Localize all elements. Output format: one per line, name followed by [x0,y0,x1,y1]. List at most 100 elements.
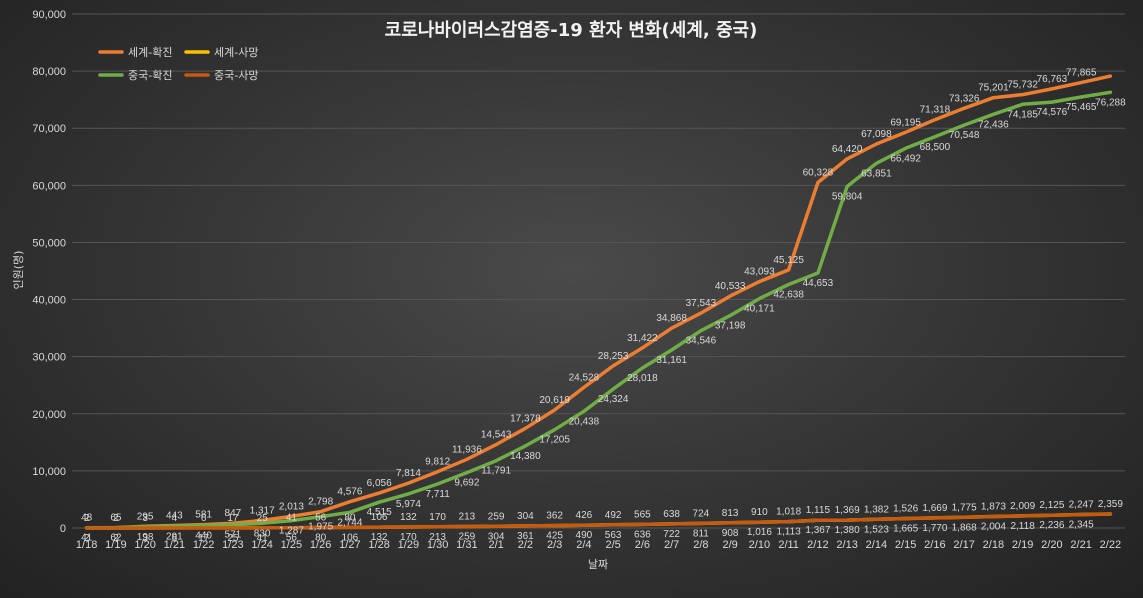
data-label: 75,465 [1066,102,1097,113]
data-label: 2 [84,513,90,524]
data-label: 1,287 [279,526,304,537]
data-label: 3 [142,513,148,524]
data-label: 2,004 [981,522,1006,533]
x-tick-label: 1/26 [310,539,331,551]
x-tick-label: 2/12 [807,539,828,551]
data-label: 5,974 [396,499,421,510]
legend-item-label: 중국-확진 [128,69,172,82]
data-label: 1,526 [893,503,918,514]
x-tick-label: 2/5 [605,539,620,551]
data-label: 31,422 [627,333,658,344]
data-label: 132 [400,512,417,523]
legend-item-label: 세계-확진 [128,46,172,59]
data-label: 636 [634,529,651,540]
x-tick-label: 1/20 [134,539,155,551]
data-label: 830 [254,528,271,539]
data-label: 581 [195,510,212,521]
data-label: 813 [722,508,739,519]
data-label: 40,171 [744,304,775,315]
data-label: 4,515 [367,507,392,518]
data-label: 11,791 [481,466,511,477]
x-tick-label: 1/24 [251,539,272,551]
y-tick-label: 60,000 [32,180,66,192]
y-axis-ticks: 0 10,000 20,000 30,000 40,000 50,000 60,000 70,… [32,9,66,535]
x-tick-label: 2/2 [518,539,533,551]
data-label: 6 [172,533,178,544]
data-label: 2,744 [337,517,362,528]
x-tick-label: 2/20 [1041,539,1062,551]
data-label: 80 [315,533,327,544]
x-tick-label: 1/25 [281,539,302,551]
data-label: 40,533 [715,281,746,292]
data-label: 34,868 [656,313,687,324]
data-label: 1,369 [835,505,860,516]
data-label: 41 [257,533,269,544]
data-label: 9,692 [454,478,479,489]
data-label: 72,436 [978,119,1009,130]
x-tick-label: 1/19 [105,539,126,551]
data-label: 24,528 [569,372,600,383]
data-label: 847 [225,508,242,519]
data-label: 59,804 [832,191,863,202]
x-tick-label: 2/17 [953,539,974,551]
series-line [84,512,1113,530]
data-label: 1,382 [864,504,889,515]
data-label: 25 [257,513,269,524]
x-tick-label: 1/18 [76,539,97,551]
data-label: 62 [110,533,122,544]
data-label: 1,523 [864,524,889,535]
x-axis-ticks: 1/18 1/19 1/20 1/21 1/22 1/23 1/24 1/25 1/26 1/27… [76,539,1121,551]
data-label: 724 [693,508,710,519]
data-label: 811 [693,528,709,539]
x-tick-label: 1/23 [222,539,243,551]
x-tick-label: 2/13 [836,539,857,551]
data-label: 304 [488,531,505,542]
x-tick-label: 2/14 [866,539,887,551]
data-label: 2,345 [1069,520,1094,531]
data-label: 37,198 [715,321,746,332]
data-label: 41 [81,533,93,544]
data-label: 490 [576,530,593,541]
data-label: 6,056 [367,478,392,489]
data-label: 31,161 [656,355,687,366]
data-label: 1,317 [250,505,275,516]
x-tick-label: 2/3 [547,539,562,551]
data-label: 44,653 [803,278,834,289]
data-label: 17,378 [510,413,541,424]
x-tick-label: 1/21 [164,539,185,551]
data-label: 56 [315,513,327,524]
data-label: 213 [429,532,446,543]
x-tick-label: 1/29 [398,539,419,551]
data-label: 571 [225,530,242,541]
data-label: 74,185 [1007,109,1038,120]
data-label: 2 [84,533,90,544]
data-label: 213 [459,512,476,523]
data-label: 2,125 [1039,500,1064,511]
x-tick-label: 2/4 [576,539,591,551]
data-label: 65 [110,513,122,524]
data-label: 75,732 [1007,80,1038,91]
data-label: 2 [113,513,119,524]
gridlines [72,13,1125,529]
x-tick-label: 2/15 [895,539,916,551]
data-label: 4,576 [337,487,362,498]
data-label: 291 [166,531,183,542]
data-label: 17 [227,513,239,524]
y-axis-title: 인원(명) [12,251,25,290]
data-label: 4 [172,513,178,524]
x-tick-label: 2/10 [749,539,770,551]
data-label: 132 [371,532,388,543]
y-tick-label: 0 [60,523,66,535]
x-tick-label: 1/28 [368,539,389,551]
data-labels: 48 65 295 443 581 847 1,317 2,013 2,798 4,576 6,05… [81,68,1126,544]
series-lines [84,74,1113,530]
data-label: 14,543 [481,430,512,441]
y-tick-label: 30,000 [32,352,66,364]
data-label: 14,380 [510,451,541,462]
data-label: 1,775 [952,502,977,513]
data-label: 67,098 [861,129,892,140]
data-label: 80 [344,512,356,523]
data-label: 17,205 [539,435,570,446]
data-label: 106 [342,532,359,543]
chart-title: 코로나바이러스감염증-19 환자 변화(세계, 중국) [385,19,758,41]
